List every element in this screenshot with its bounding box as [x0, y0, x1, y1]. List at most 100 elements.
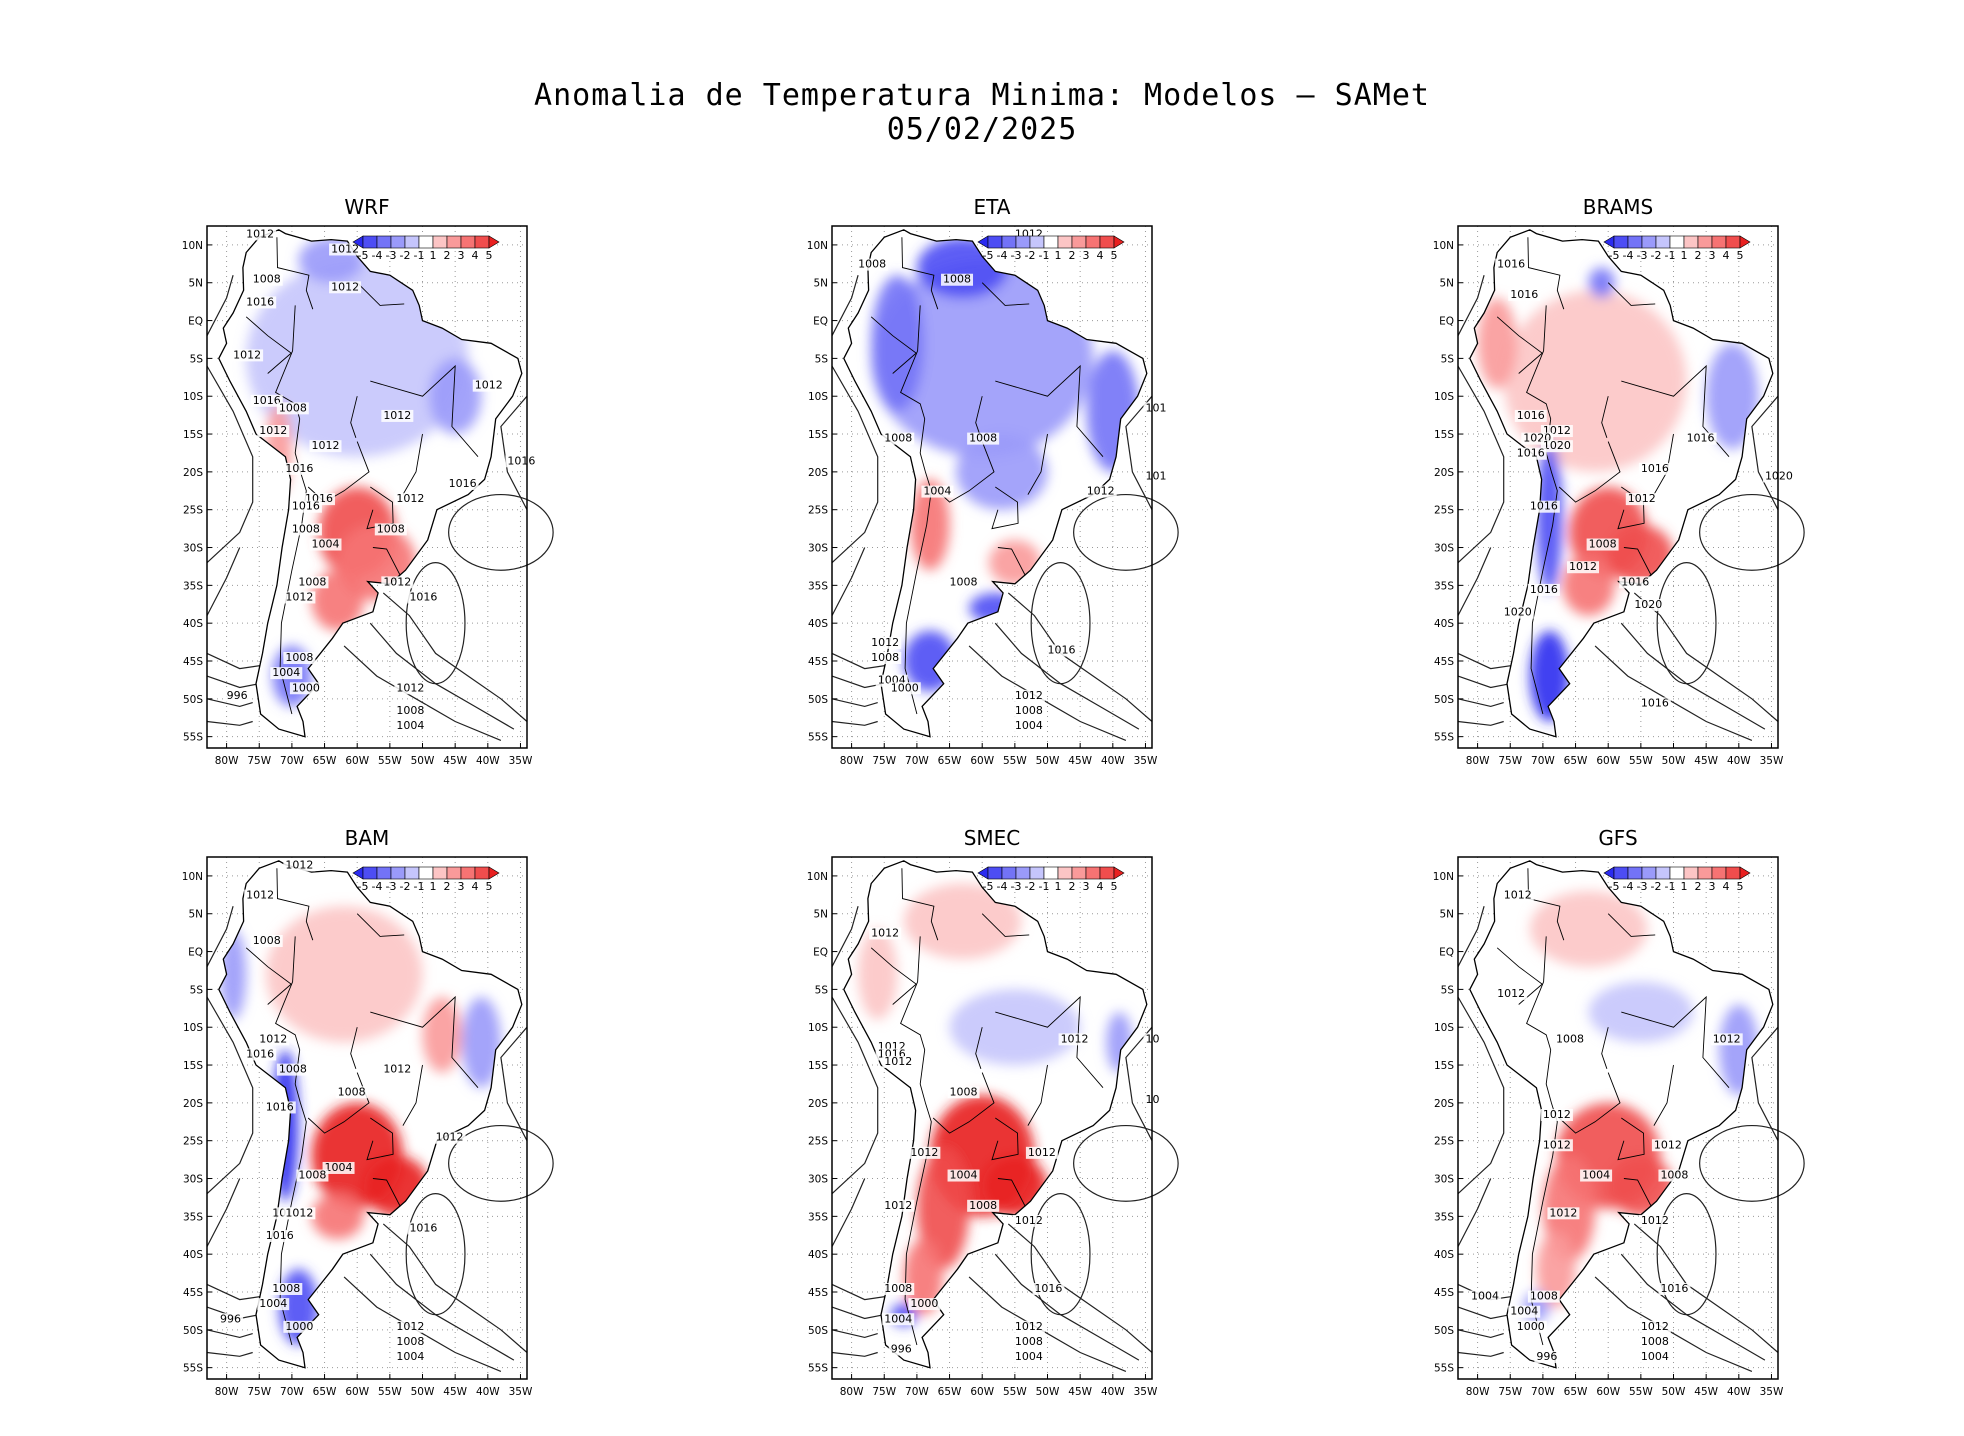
country-border [1496, 947, 1543, 1005]
country-border [1607, 913, 1656, 937]
isobar-label: 1012 [1628, 492, 1656, 505]
isobar-label-bg [244, 296, 277, 309]
isobar-label-bg [407, 1222, 440, 1235]
country-border [245, 316, 292, 374]
isobar-label: 1012 [871, 636, 899, 649]
colorbar-label: 5 [486, 249, 493, 262]
colorbar-label: -2 [1025, 880, 1036, 893]
isobar-label: 1008 [292, 522, 320, 535]
lat-tick-label: 25S [808, 505, 828, 517]
lon-tick-label: 65W [938, 755, 962, 767]
lon-tick-label: 65W [313, 1386, 337, 1398]
isobar-label: 1008 [950, 575, 978, 588]
coastline [1469, 860, 1774, 1369]
isobar-line [1457, 365, 1505, 564]
colorbar-box [1029, 235, 1045, 249]
isobar-label-bg [394, 720, 427, 733]
isobar-line [1030, 562, 1091, 685]
isobar-label-bg [1527, 583, 1560, 596]
isobar-label: 1008 [1015, 704, 1043, 717]
lon-tick-label: 75W [872, 1386, 896, 1398]
lon-tick-label: 60W [345, 755, 369, 767]
lat-tick-label: 30S [183, 1174, 203, 1186]
colorbar-box [432, 866, 448, 880]
country-border [402, 1064, 423, 1126]
colorbar-arrow-right [488, 235, 500, 249]
map-panel-eta: ETA 1012 1008 1008 1008 1008 1004 1012 101 101 100… [807, 195, 1179, 767]
isobar-label: 101 [1145, 469, 1166, 482]
colorbar-box [1669, 235, 1685, 249]
isobar-label-bg [1540, 1109, 1573, 1121]
isobar-line [1007, 1223, 1153, 1353]
isobar-line [1457, 720, 1504, 726]
isobar-label: 1016 [1497, 258, 1525, 271]
isobar-label-bg [1508, 288, 1541, 301]
lat-tick-label: 35S [183, 580, 203, 592]
country-border [1623, 1178, 1652, 1207]
colorbar-box [1655, 866, 1671, 880]
lat-tick-label: 5N [1439, 278, 1454, 290]
lon-tick-label: 50W [411, 1386, 435, 1398]
lon-tick-label: 50W [1036, 1386, 1060, 1398]
colorbar: -5 -4 -3 -2 -1 1 2 3 4 5 [1603, 235, 1751, 262]
isobar-label-bg [1638, 697, 1671, 710]
lat-tick-label: 15S [183, 429, 203, 441]
isobar-label: 1020 [1504, 606, 1532, 619]
lon-tick-label: 80W [840, 1386, 864, 1398]
lat-tick-label: 15S [183, 1060, 203, 1072]
isobar-label-bg [1658, 1169, 1691, 1182]
map-panel-brams: BRAMS10161016101610121020102010161016101… [1433, 195, 1805, 767]
isobar-label: 1012 [1015, 1320, 1043, 1333]
isobar-line [405, 562, 466, 685]
country-border [932, 1072, 995, 1134]
isobar-label-bg [1469, 1290, 1502, 1303]
isobar-label: 1012 [436, 1131, 464, 1144]
isobar-label: 1016 [253, 394, 281, 407]
colorbar-label: -5 [1609, 880, 1620, 893]
lon-tick-label: 65W [313, 755, 337, 767]
isobar-line [1633, 1223, 1779, 1353]
isobar-label: 1004 [1510, 1305, 1538, 1318]
panel-title: BRAMS [1583, 195, 1653, 219]
isobar-label: 1008 [279, 401, 307, 414]
colorbar-label: -2 [400, 249, 411, 262]
isobar-label: 1000 [285, 1320, 313, 1333]
isobar-label: 1008 [969, 432, 997, 445]
colorbar-label: 2 [444, 249, 451, 262]
isobar-label: 1004 [1641, 1350, 1669, 1363]
isobar-line [1073, 493, 1179, 571]
isobar-label: 1016 [285, 462, 313, 475]
isobar-label-bg [1651, 1139, 1684, 1152]
colorbar-box [460, 866, 476, 880]
coastline [843, 860, 1148, 1369]
isobar-label-bg [908, 1298, 941, 1311]
isobar-label: 1016 [246, 1047, 274, 1060]
anomaly-region-neg [429, 358, 482, 435]
isobar-label: 1004 [259, 1297, 287, 1310]
isobar-label: 1012 [1015, 1214, 1043, 1227]
colorbar-box [474, 866, 490, 880]
lon-tick-label: 75W [872, 755, 896, 767]
lat-tick-label: 45S [808, 656, 828, 668]
isobar-label-bg [374, 523, 407, 536]
isobar-label-bg [1527, 1290, 1560, 1303]
colorbar-label: 5 [1737, 880, 1744, 893]
country-border [370, 995, 479, 1088]
lon-tick-label: 35W [1134, 755, 1158, 767]
isobar-label-bg [1045, 644, 1078, 657]
lon-tick-label: 45W [443, 1386, 467, 1398]
country-border [995, 995, 1104, 1088]
colorbar-box [1015, 235, 1031, 249]
isobar-label: 1020 [1634, 598, 1662, 611]
isobar-label-bg [218, 1313, 244, 1326]
colorbar-label: -1 [1039, 880, 1050, 893]
isobar-label-bg [869, 652, 902, 664]
isobar-line [1699, 1124, 1805, 1202]
colorbar-box [1613, 235, 1629, 249]
lat-tick-label: EQ [813, 947, 828, 959]
lat-tick-label: 5S [190, 984, 204, 996]
lat-tick-label: 55S [1434, 732, 1454, 744]
colorbar-box [1071, 866, 1087, 880]
isobar-label-bg [1508, 1305, 1541, 1318]
isobar-line [206, 996, 254, 1195]
